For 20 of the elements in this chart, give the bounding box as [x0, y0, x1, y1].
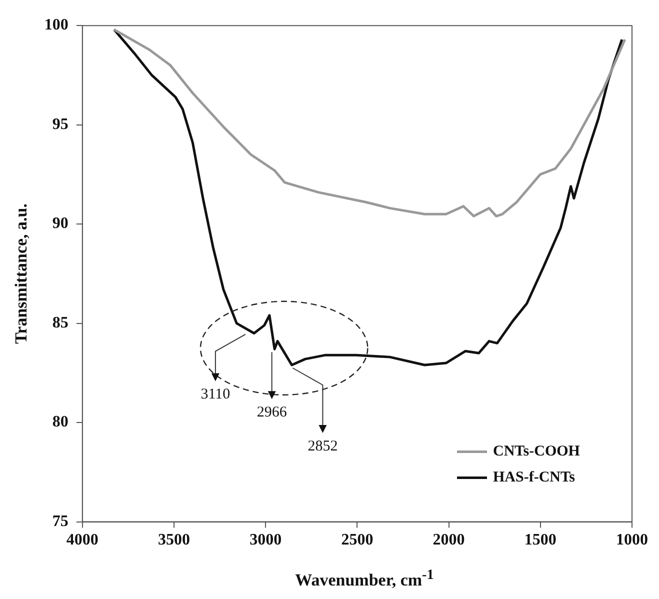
legend-label: CNTs-COOH [493, 444, 580, 460]
x-tick-label: 2000 [432, 532, 465, 549]
annotation: 3110 [200, 386, 230, 403]
y-tick-label: 90 [52, 215, 68, 232]
y-tick-label: 85 [52, 314, 68, 332]
legend-label: HAS-f-CNTs [493, 470, 576, 486]
x-tick-label: 1500 [524, 532, 556, 549]
y-axis-title: Transmittance, a.u. [12, 203, 31, 344]
x-tick-label: 3500 [158, 532, 190, 549]
x-tick-label: 4000 [66, 532, 98, 549]
annotation: 2966 [256, 404, 288, 421]
x-axis-title: Wavenumber, cm$^{-1}$ [294, 567, 435, 591]
x-tick-label: 3000 [250, 532, 282, 549]
y-tick-label: 80 [52, 414, 68, 431]
y-tick-label: 95 [52, 116, 68, 133]
y-tick-label: 100 [44, 16, 68, 34]
y-tick-label: 75 [52, 512, 68, 530]
x-tick-label: 2500 [341, 532, 374, 549]
annotation: 2852 [308, 438, 338, 454]
x-tick-label: 1000 [616, 532, 648, 549]
